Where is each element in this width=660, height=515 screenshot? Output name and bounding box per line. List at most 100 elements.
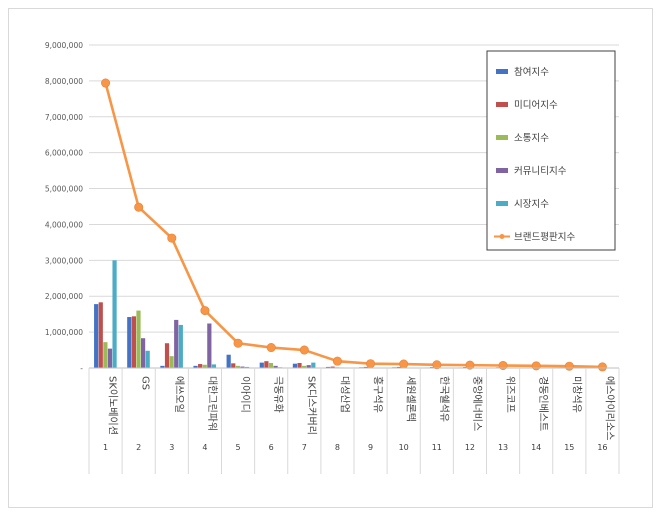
bar <box>264 361 269 368</box>
legend-label: 브랜드평판지수 <box>514 232 575 243</box>
bar <box>112 260 117 368</box>
line-point <box>366 359 376 369</box>
y-tick-label: 9,000,000 <box>45 41 83 50</box>
x-index-label: 4 <box>202 443 207 452</box>
x-index-label: 8 <box>335 443 340 452</box>
line-point <box>465 360 475 370</box>
x-tick-label: 대한그린파워 <box>206 376 219 431</box>
x-tick-label: GS <box>140 376 151 390</box>
legend-label: 참여지수 <box>514 66 549 78</box>
x-tick-label: 세원셀론텍 <box>405 376 417 422</box>
y-tick-label: 5,000,000 <box>45 185 83 194</box>
bar <box>363 366 368 368</box>
bar <box>174 319 179 368</box>
x-index-label: 12 <box>465 443 475 452</box>
legend-swatch <box>496 201 508 206</box>
bar <box>311 362 316 368</box>
x-index-label: 11 <box>432 443 442 452</box>
line-point <box>200 306 210 316</box>
line-point <box>564 361 574 371</box>
line-point <box>432 360 442 370</box>
line-point <box>101 78 111 88</box>
x-tick-label: 한국쉘석유 <box>438 376 450 422</box>
bar <box>273 365 278 368</box>
legend-label: 커뮤니티지수 <box>514 166 567 177</box>
x-tick-label: 흥구석유 <box>372 376 385 413</box>
x-index-label: 15 <box>564 443 574 452</box>
line-point <box>167 233 177 243</box>
bar <box>330 366 335 368</box>
x-index-label: 9 <box>368 443 373 452</box>
line-point <box>266 343 276 353</box>
line-series <box>101 78 607 372</box>
bar <box>103 342 108 368</box>
bar <box>178 324 183 368</box>
bar <box>259 362 264 368</box>
x-index-label: 5 <box>236 443 241 452</box>
legend-label: 미디어지수 <box>514 100 558 111</box>
y-axis: - 1,000,000 2,000,000 3,000,000 4,000,000 5,0… <box>45 41 83 373</box>
legend-swatch <box>496 69 508 74</box>
x-axis: SK이노베이션 1 GS 2 에쓰오일 3 대한그린파워 4 이아이디 5 극동유화 6 SK디스커버리… <box>88 367 620 474</box>
x-index-label: 10 <box>399 443 409 452</box>
chart-frame: - 1,000,000 2,000,000 3,000,000 4,000,000 5,0… <box>8 8 653 508</box>
x-index-label: 14 <box>531 443 541 452</box>
bar <box>240 366 245 368</box>
x-tick-label: 에쓰오일 <box>173 376 185 413</box>
bar <box>107 348 113 368</box>
bar <box>207 323 212 368</box>
x-tick-label: SK디스커버리 <box>305 376 317 435</box>
bar <box>292 363 298 368</box>
bar <box>268 362 274 368</box>
x-index-label: 6 <box>269 443 274 452</box>
legend-swatch <box>496 135 508 140</box>
x-index-label: 2 <box>136 443 141 452</box>
y-tick-label: 4,000,000 <box>45 220 83 229</box>
bar <box>235 365 240 368</box>
x-tick-label: 미창석유 <box>570 376 582 413</box>
x-index-label: 7 <box>302 443 307 452</box>
bar <box>244 366 250 368</box>
x-index-label: 13 <box>498 443 508 452</box>
line-point <box>531 361 541 371</box>
x-index-label: 3 <box>169 443 174 452</box>
brand-reputation-chart: - 1,000,000 2,000,000 3,000,000 4,000,000 5,0… <box>45 41 620 474</box>
x-index-label: 1 <box>103 443 108 452</box>
legend-label: 소통지수 <box>514 133 549 144</box>
x-tick-label: 이아이디 <box>239 376 251 413</box>
bar <box>202 364 207 368</box>
legend-label: 시장지수 <box>514 199 549 210</box>
line-point <box>233 338 243 348</box>
bar <box>193 365 198 368</box>
bar <box>94 304 99 368</box>
y-tick-label: 1,000,000 <box>45 328 83 337</box>
x-tick-label: 대성산업 <box>338 376 351 413</box>
y-tick-label: 7,000,000 <box>45 113 83 122</box>
x-index-label: 16 <box>597 443 607 452</box>
y-tick-label: 3,000,000 <box>45 256 83 265</box>
y-tick-label: 8,000,000 <box>45 77 83 86</box>
x-tick-label: 위즈코프 <box>504 376 517 413</box>
line-point <box>399 359 409 369</box>
bar <box>198 364 203 368</box>
bar <box>297 362 302 368</box>
bar <box>145 350 150 368</box>
bar <box>136 310 141 368</box>
bar <box>396 366 401 368</box>
legend-swatch-marker <box>499 234 505 239</box>
bar <box>160 365 165 368</box>
legend-box <box>486 50 616 251</box>
bar <box>127 317 132 368</box>
y-tick-label: 6,000,000 <box>45 149 83 158</box>
y-tick-label: - <box>80 364 83 373</box>
x-tick-label: 경동인베스트 <box>537 376 550 431</box>
bar <box>231 363 236 368</box>
legend-swatch <box>496 102 508 107</box>
bar <box>169 356 174 368</box>
line-point <box>597 362 607 372</box>
legend-swatch <box>496 168 508 173</box>
x-tick-label: 에스아이리소스 <box>603 376 615 440</box>
x-tick-label: 중앙에너비스 <box>471 376 483 431</box>
bar <box>325 366 331 368</box>
